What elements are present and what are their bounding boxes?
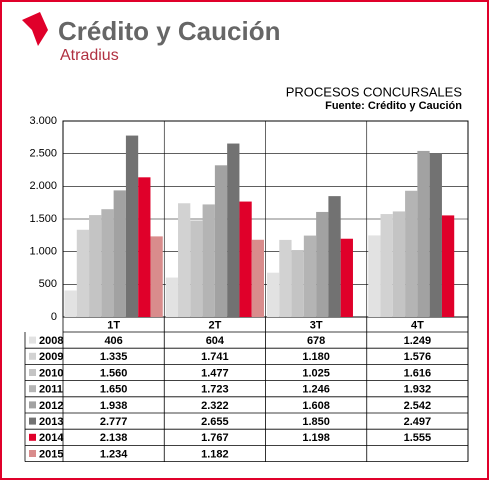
table-value: 1.741 [201,351,229,363]
bar [113,190,126,317]
legend-swatch [29,352,36,360]
y-tick-label: 3.000 [29,115,57,127]
bar [279,239,292,317]
bar [380,214,393,317]
bar [291,250,304,317]
table-value: 2.655 [201,416,229,428]
legend-swatch [29,369,36,376]
table-value: 1.198 [302,432,330,444]
bar [76,229,90,317]
legend-swatch [29,401,36,409]
table-value: 406 [104,335,122,347]
bar [328,196,341,317]
bar [101,209,114,317]
bar [303,235,317,317]
y-tick-label: 2.500 [29,148,57,160]
table-value: 1.932 [404,384,432,396]
table-value: 1.767 [201,432,229,444]
bar [417,150,430,317]
table-value: 1.234 [100,448,128,460]
table-value: 1.938 [100,400,128,412]
table-value: 2.322 [201,400,229,412]
bar [227,143,240,317]
table-value: 1.477 [201,367,229,379]
bar [64,290,77,317]
table-value: 1.608 [302,400,330,412]
table-value: 2.497 [404,416,432,428]
y-tick-label: 1.000 [29,246,57,258]
table-value: 1.246 [302,384,330,396]
legend-label: 2008 [39,335,63,347]
table-value: 1.182 [201,448,229,460]
legend-label: 2014 [39,432,64,444]
bar [190,220,203,317]
bar [138,177,151,317]
table-value: 604 [206,335,225,347]
bar [165,277,179,317]
legend-label: 2013 [39,416,63,428]
legend-swatch [29,385,36,393]
legend-swatch [29,450,36,457]
legend-label: 2009 [39,351,63,363]
bar [214,165,228,317]
legend-label: 2010 [39,367,63,379]
bar [392,211,406,317]
bar [178,203,191,317]
bar [202,204,215,317]
table-value: 1.576 [404,351,432,363]
table-value: 1.025 [302,367,330,379]
legend-label: 2012 [39,400,63,412]
bar [267,272,280,317]
bar [239,201,252,317]
table-value: 1.850 [302,416,330,428]
table-value: 2.138 [100,432,128,444]
x-tick-label: 2T [208,319,221,331]
y-tick-label: 0 [51,311,57,323]
bar [368,235,381,317]
table-value: 2.542 [404,400,432,412]
bar [125,135,139,317]
logo-sub: Atradius [60,47,119,64]
table-value: 1.249 [404,335,432,347]
x-tick-label: 1T [107,319,120,331]
legend-label: 2011 [39,384,63,396]
chart-title: PROCESOS CONCURSALES [286,84,463,99]
table-value: 678 [307,335,325,347]
legend-label: 2015 [39,448,63,460]
bar [441,215,455,317]
bar [340,238,353,317]
bar [429,153,442,317]
x-tick-label: 3T [310,319,323,331]
table-value: 1.555 [404,432,432,444]
y-tick-label: 1.500 [29,213,57,225]
bar [405,190,418,317]
logo-icon [22,12,48,46]
legend-swatch [29,417,36,425]
y-tick-label: 500 [39,278,57,290]
table-value: 1.560 [100,367,128,379]
bar [251,239,264,317]
table-value: 1.650 [100,384,128,396]
table-value: 1.180 [302,351,330,363]
bar [316,211,329,317]
x-tick-label: 4T [411,319,424,331]
logo-name: Crédito y Caución [58,16,280,46]
legend-swatch [29,336,36,344]
table-value: 1.723 [201,384,229,396]
chart-subtitle: Fuente: Crédito y Caución [325,100,462,112]
table-value: 1.616 [404,367,432,379]
bar [89,215,102,317]
y-tick-label: 2.000 [29,180,57,192]
table-value: 1.335 [100,351,128,363]
legend-swatch [29,433,36,441]
bar [150,236,163,317]
table-value: 2.777 [100,416,128,428]
